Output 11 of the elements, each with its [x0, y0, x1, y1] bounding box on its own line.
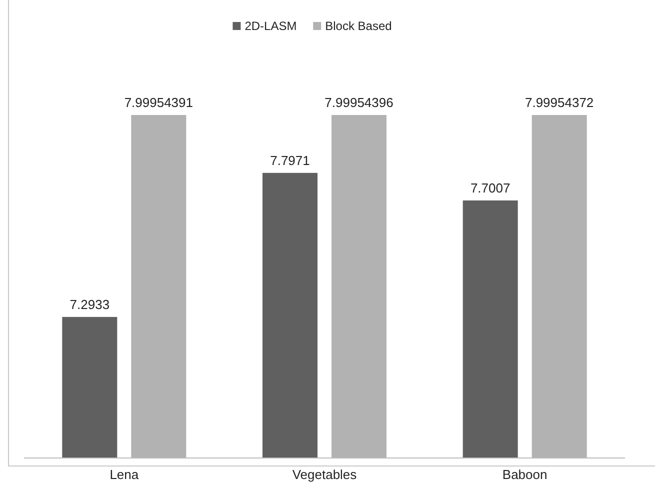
data-label: 7.2933 [70, 296, 110, 312]
x-tick-label: Baboon [502, 467, 548, 482]
data-label: 7.99954391 [124, 95, 194, 110]
x-tick-label: Vegetables [292, 467, 358, 482]
data-label: 7.7971 [270, 152, 310, 168]
data-label: 7.99954372 [524, 95, 594, 110]
data-label: 7.99954396 [324, 95, 394, 110]
legend-label: 2D-LASM [244, 19, 297, 33]
legend-label: Block Based [325, 19, 392, 33]
x-tick-label: Lena [110, 467, 140, 482]
data-label: 7.7007 [470, 180, 510, 196]
